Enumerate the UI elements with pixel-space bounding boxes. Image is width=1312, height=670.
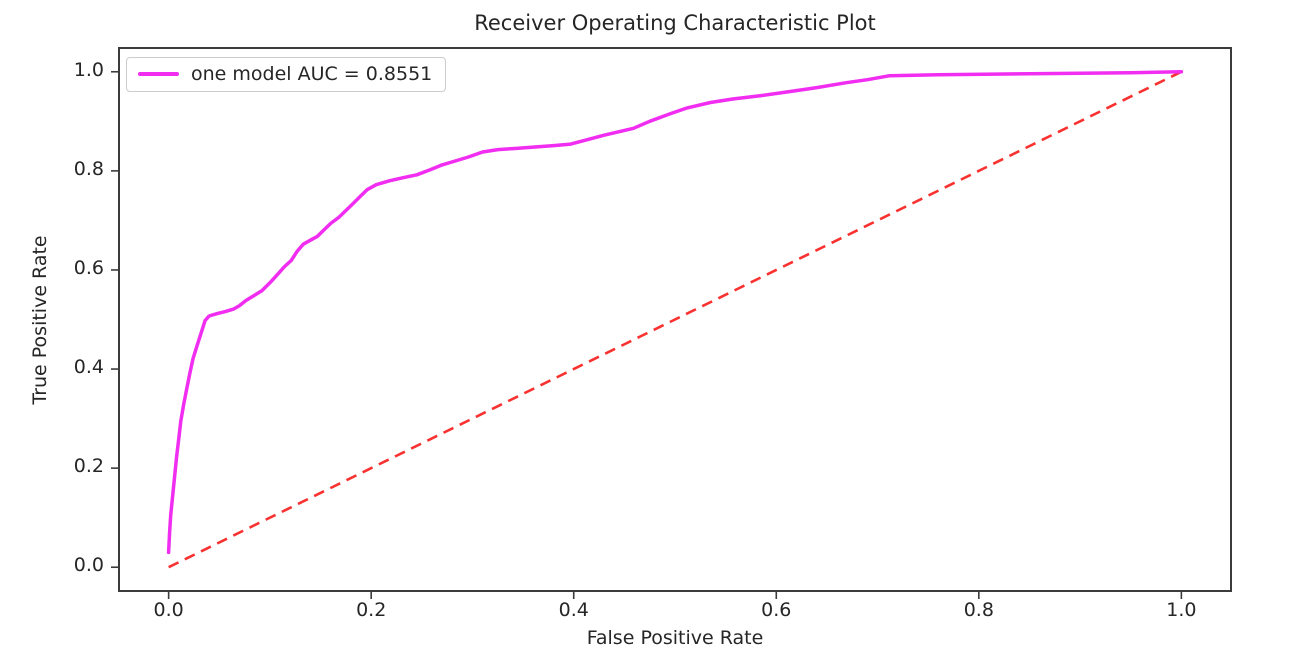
roc-curve-line	[166, 70, 1184, 555]
axis-ticks	[111, 70, 1183, 599]
chart-title: Receiver Operating Characteristic Plot	[474, 11, 876, 35]
roc-chart-canvas	[111, 47, 1232, 599]
x-tick-label: 0.4	[558, 599, 589, 621]
roc-curve-legend-swatch	[138, 72, 179, 76]
legend-box: one model AUC = 0.8551	[126, 57, 447, 92]
y-tick-label: 0.0	[73, 554, 104, 577]
y-axis-label: True Positive Rate	[29, 234, 51, 405]
x-tick-label: 0.2	[356, 599, 387, 621]
y-tick-label: 0.8	[73, 157, 104, 180]
axes-spines	[118, 47, 1232, 592]
y-tick-label: 1.0	[73, 58, 104, 81]
x-tick-label: 0.8	[963, 599, 994, 621]
x-tick-label: 0.6	[761, 599, 792, 621]
y-tick-label: 0.2	[73, 455, 104, 478]
y-tick-label: 0.6	[73, 256, 104, 279]
x-axis-label: False Positive Rate	[586, 627, 764, 649]
chance-diagonal-line	[168, 70, 1182, 569]
x-tick-label: 0.0	[153, 599, 184, 621]
legend-label: one model AUC = 0.8551	[191, 63, 433, 85]
x-tick-label: 1.0	[1166, 599, 1197, 621]
plot-area: one model AUC = 0.8551 False Positive Ra…	[29, 47, 1232, 649]
y-tick-label: 0.4	[73, 356, 104, 379]
